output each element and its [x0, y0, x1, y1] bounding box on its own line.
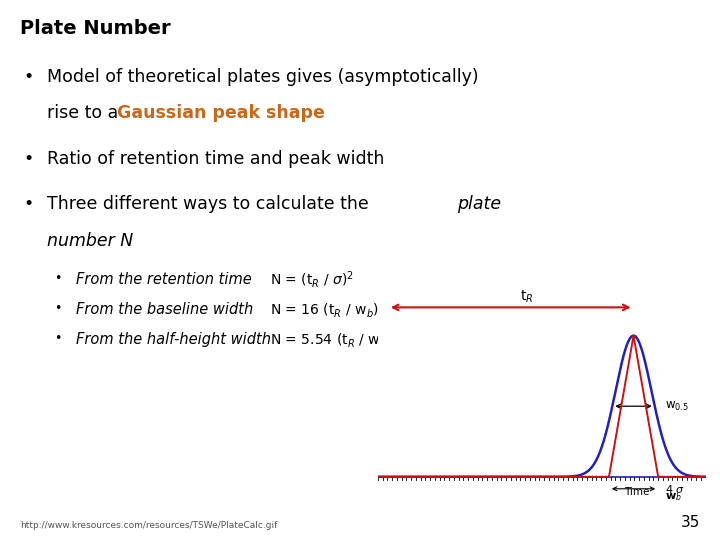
- Text: N = 16 (t$_R$ / w$_b$)$^2$: N = 16 (t$_R$ / w$_b$)$^2$: [270, 299, 385, 320]
- Text: N = 5.54 (t$_R$ / w$_{0.5}$)$^2$: N = 5.54 (t$_R$ / w$_{0.5}$)$^2$: [270, 329, 408, 350]
- Text: From the half-height width: From the half-height width: [76, 332, 271, 347]
- Text: rise to a: rise to a: [47, 104, 124, 122]
- Text: •: •: [23, 195, 33, 213]
- Text: Plate Number: Plate Number: [20, 19, 171, 38]
- Text: w$_b$: w$_b$: [665, 491, 682, 503]
- Text: From the retention time: From the retention time: [76, 272, 251, 287]
- Text: http://www.kresources.com/resources/TSWe/PlateCalc.gif: http://www.kresources.com/resources/TSWe…: [20, 521, 277, 530]
- Text: Ratio of retention time and peak width: Ratio of retention time and peak width: [47, 150, 384, 168]
- Text: N = (t$_R$ / $\sigma$)$^2$: N = (t$_R$ / $\sigma$)$^2$: [270, 269, 354, 291]
- Text: Time: Time: [624, 487, 649, 497]
- Text: 35: 35: [680, 515, 700, 530]
- Text: 4 $\sigma$: 4 $\sigma$: [665, 483, 685, 495]
- Text: •: •: [23, 150, 33, 168]
- Text: number N: number N: [47, 232, 133, 249]
- Text: w$_{0.5}$: w$_{0.5}$: [665, 400, 688, 413]
- Text: •: •: [54, 272, 61, 285]
- Text: t$_R$: t$_R$: [521, 288, 534, 305]
- Text: plate: plate: [457, 195, 501, 213]
- Text: •: •: [54, 302, 61, 315]
- Text: Model of theoretical plates gives (asymptotically): Model of theoretical plates gives (asymp…: [47, 68, 478, 85]
- Text: Gaussian peak shape: Gaussian peak shape: [117, 104, 325, 122]
- Text: •: •: [23, 68, 33, 85]
- Text: Three different ways to calculate the: Three different ways to calculate the: [47, 195, 374, 213]
- Text: From the baseline width: From the baseline width: [76, 302, 253, 317]
- Text: •: •: [54, 332, 61, 345]
